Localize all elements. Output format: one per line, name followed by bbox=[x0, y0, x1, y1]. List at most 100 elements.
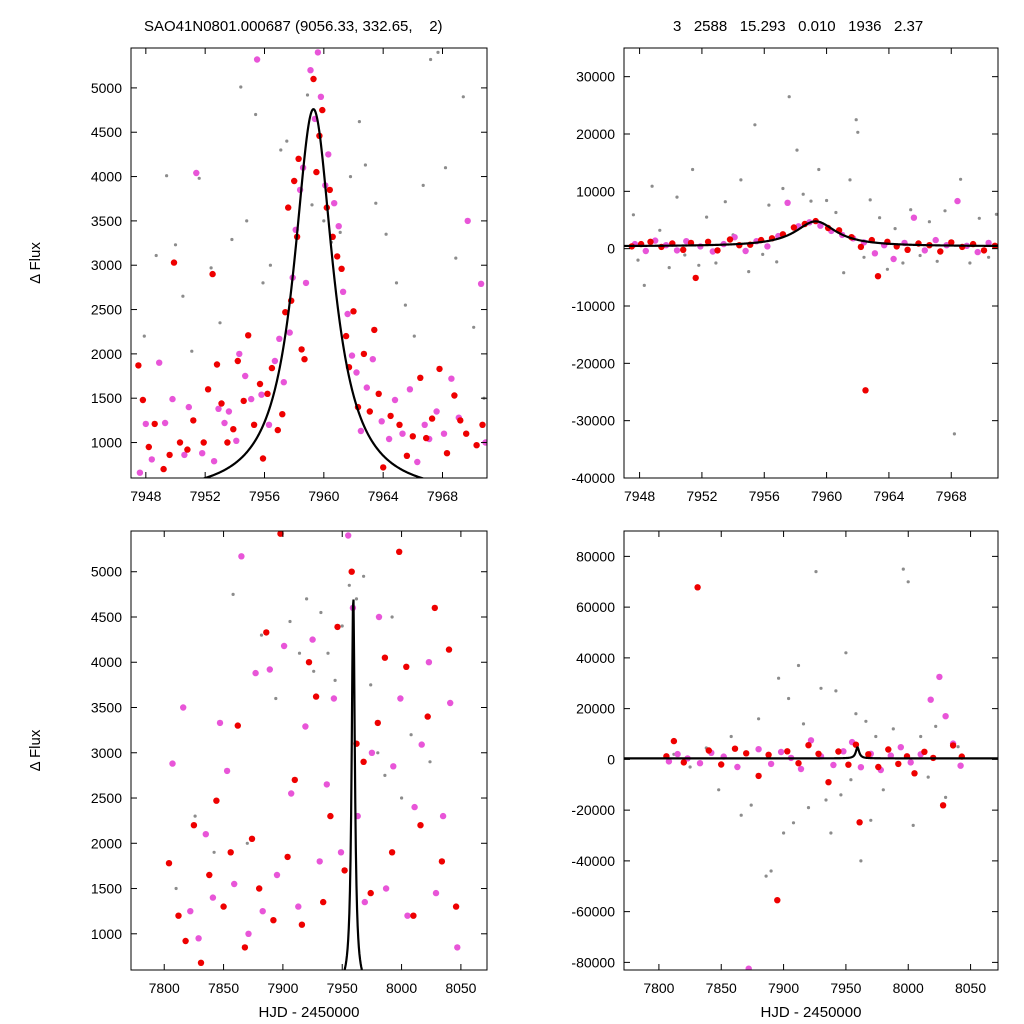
magenta-data-point bbox=[302, 723, 309, 730]
gray-data-point bbox=[636, 258, 640, 262]
red-data-point bbox=[274, 426, 281, 434]
magenta-data-point bbox=[857, 764, 865, 771]
red-data-point bbox=[227, 849, 234, 856]
magenta-data-point bbox=[887, 752, 894, 759]
gray-data-point bbox=[245, 219, 249, 223]
gray-data-point bbox=[428, 760, 432, 764]
red-data-point bbox=[250, 421, 258, 428]
red-data-point bbox=[190, 822, 198, 829]
magenta-data-point bbox=[742, 247, 749, 255]
gray-data-point bbox=[885, 267, 890, 271]
gray-data-point bbox=[943, 209, 947, 213]
gray-data-point bbox=[747, 270, 751, 274]
x-tick-label: 8050 bbox=[955, 980, 986, 996]
gray-data-point bbox=[154, 253, 158, 258]
x-tick-label: 7960 bbox=[308, 488, 339, 504]
gray-data-point bbox=[231, 592, 235, 597]
red-data-point bbox=[921, 748, 928, 755]
red-data-point bbox=[862, 387, 869, 394]
red-data-point bbox=[835, 748, 842, 755]
magenta-data-point bbox=[195, 935, 202, 942]
y-tick-label: 40000 bbox=[576, 650, 615, 666]
magenta-data-point bbox=[353, 369, 360, 376]
gray-data-point bbox=[683, 253, 687, 257]
gray-data-point bbox=[927, 220, 932, 224]
panel-top-left: 7948 7952 7956 7960 7964 7968 1000 1500 2000 2500… bbox=[27, 47, 488, 504]
red-data-point bbox=[234, 357, 241, 365]
red-data-point bbox=[209, 270, 216, 278]
red-data-point bbox=[312, 693, 320, 700]
magenta-data-point bbox=[248, 395, 255, 403]
gray-data-point bbox=[757, 717, 761, 721]
gray-data-point bbox=[959, 177, 963, 181]
gray-data-point bbox=[658, 228, 662, 232]
red-data-point bbox=[285, 204, 292, 211]
magenta-data-point bbox=[363, 384, 370, 391]
gray-data-point bbox=[739, 813, 743, 817]
red-data-point bbox=[264, 390, 271, 397]
y-tick-label: 2000 bbox=[91, 835, 122, 851]
magenta-data-point bbox=[238, 553, 245, 560]
magenta-data-point bbox=[385, 435, 393, 443]
gray-data-point bbox=[193, 814, 197, 818]
gray-data-point bbox=[363, 163, 367, 167]
magenta-data-point bbox=[830, 761, 837, 769]
fit-curve bbox=[624, 220, 998, 248]
red-data-point bbox=[479, 421, 486, 428]
magenta-data-point bbox=[357, 427, 365, 435]
gray-data-point bbox=[165, 174, 169, 178]
plot-frame bbox=[623, 530, 999, 971]
gray-data-point bbox=[362, 574, 366, 578]
y-tick-label: 1500 bbox=[91, 390, 122, 406]
magenta-data-point bbox=[411, 803, 418, 811]
x-tick-label: 7850 bbox=[208, 980, 239, 996]
magenta-data-point bbox=[361, 898, 368, 906]
gray-data-point bbox=[174, 886, 178, 891]
plot-frame bbox=[130, 530, 488, 971]
gray-data-point bbox=[878, 216, 882, 220]
red-data-point bbox=[980, 247, 988, 254]
gray-data-point bbox=[285, 139, 289, 143]
gray-data-point bbox=[944, 795, 948, 800]
gray-data-point bbox=[848, 178, 852, 182]
magenta-data-point bbox=[323, 781, 330, 788]
magenta-data-point bbox=[674, 750, 681, 758]
gray-data-point bbox=[909, 208, 913, 212]
gray-data-point bbox=[312, 669, 316, 673]
x-tick-label: 7850 bbox=[706, 980, 737, 996]
gray-data-point bbox=[817, 167, 821, 172]
magenta-data-point bbox=[439, 812, 447, 820]
gray-data-point bbox=[761, 252, 765, 256]
gray-data-point bbox=[749, 803, 753, 807]
magenta-data-point bbox=[397, 695, 404, 702]
header-left-text: SAO41N0801.000687 (9056.33, 332.65, 2) bbox=[144, 18, 443, 35]
header-right-text: 3 2588 15.293 0.010 1936 2.37 bbox=[673, 18, 923, 35]
red-data-point bbox=[396, 548, 403, 555]
red-data-point bbox=[277, 531, 284, 537]
magenta-data-point bbox=[399, 430, 406, 437]
red-data-point bbox=[230, 426, 237, 433]
red-data-point bbox=[714, 247, 721, 254]
magenta-data-point bbox=[209, 894, 217, 901]
red-data-point bbox=[310, 75, 317, 83]
x-tick-label: 7952 bbox=[190, 488, 221, 504]
red-data-point bbox=[327, 812, 334, 820]
red-data-point bbox=[184, 446, 191, 453]
x-tick-label: 7956 bbox=[249, 488, 280, 504]
red-data-point bbox=[268, 364, 276, 372]
magenta-data-point bbox=[276, 335, 283, 342]
magenta-data-point bbox=[433, 408, 440, 415]
magenta-data-point bbox=[331, 200, 338, 207]
fit-curve bbox=[201, 108, 426, 478]
x-axis-label: HJD - 2450000 bbox=[761, 1004, 862, 1021]
red-data-point bbox=[937, 248, 944, 255]
magenta-data-point bbox=[252, 669, 259, 677]
red-data-point bbox=[856, 819, 863, 826]
gray-data-point bbox=[239, 85, 243, 89]
magenta-data-point bbox=[330, 695, 338, 702]
magenta-data-point bbox=[764, 243, 771, 250]
gray-data-point bbox=[142, 334, 146, 338]
y-tick-label: 4000 bbox=[91, 169, 122, 185]
x-tick-label: 7800 bbox=[643, 980, 674, 996]
gray-data-point bbox=[675, 195, 679, 199]
